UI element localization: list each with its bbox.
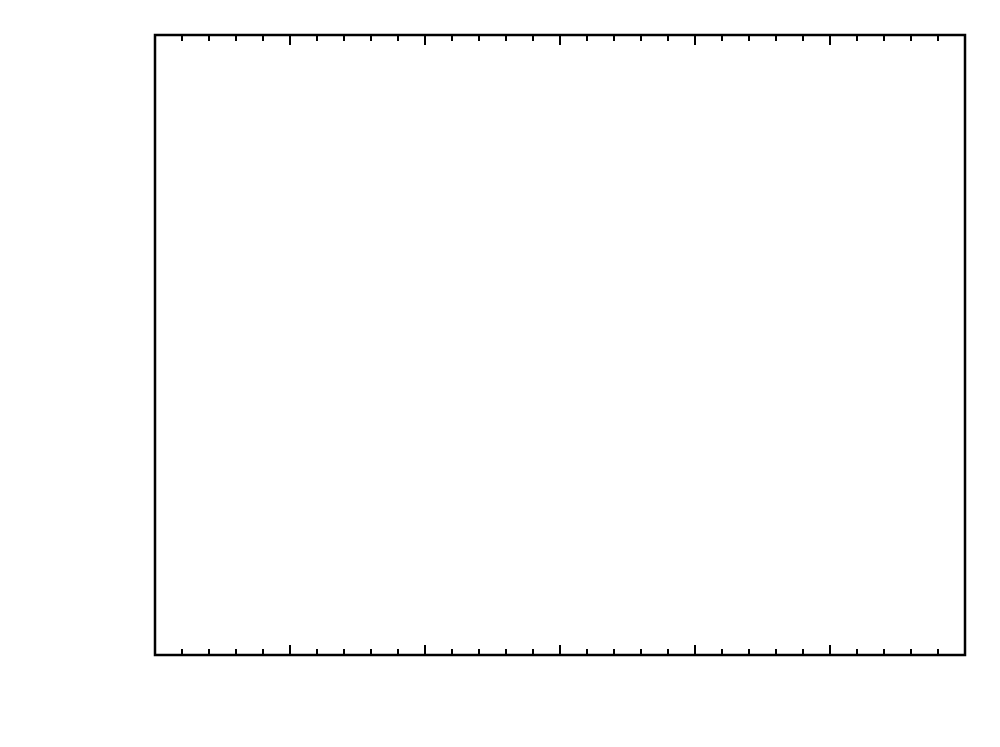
absorbance-chart xyxy=(0,0,1000,747)
chart-svg xyxy=(0,0,1000,747)
